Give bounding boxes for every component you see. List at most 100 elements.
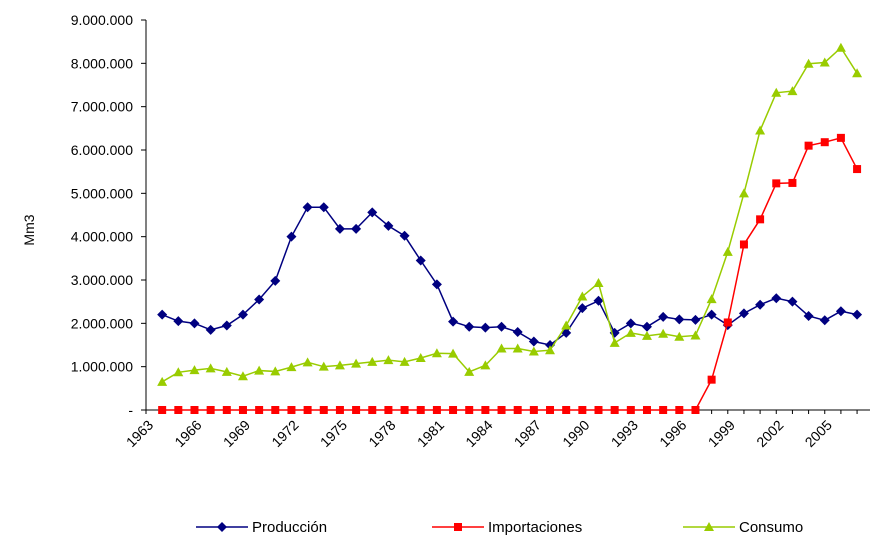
y-axis-label: Mm3	[21, 214, 37, 245]
x-tick-label: 1984	[462, 417, 495, 450]
data-point	[497, 406, 506, 414]
data-point	[480, 322, 491, 333]
data-point	[157, 376, 168, 386]
data-point	[788, 178, 797, 187]
legend: Producción Importaciones Consumo	[0, 515, 872, 539]
data-point	[158, 406, 167, 414]
data-point	[205, 363, 216, 373]
series-square	[158, 133, 862, 414]
y-tick-label: 2.000.000	[71, 315, 133, 331]
y-tick-label: 1.000.000	[71, 359, 133, 375]
data-point	[415, 255, 426, 266]
data-point	[237, 371, 248, 381]
data-point	[352, 406, 361, 414]
data-point	[625, 327, 636, 337]
data-point	[271, 406, 280, 414]
y-tick-label: -	[128, 402, 133, 418]
data-point	[512, 343, 523, 353]
data-point	[286, 362, 297, 372]
legend-marker	[704, 522, 714, 531]
y-tick-label: 5.000.000	[71, 185, 133, 201]
data-point	[853, 165, 862, 174]
data-point	[512, 327, 523, 337]
data-point	[787, 86, 798, 96]
legend-label: Producción	[252, 518, 328, 536]
data-point	[772, 179, 781, 188]
data-point	[351, 223, 362, 234]
series-triangle	[157, 42, 863, 386]
data-point	[675, 406, 684, 414]
data-point	[659, 406, 668, 414]
data-point	[302, 357, 313, 367]
data-point	[528, 336, 539, 347]
legend-swatch	[683, 522, 735, 531]
x-tick-label: 1990	[559, 417, 592, 450]
x-tick-label: 1996	[656, 417, 689, 450]
data-point	[706, 309, 717, 320]
data-point	[431, 279, 442, 290]
legend-swatch	[432, 523, 484, 531]
data-point	[528, 346, 539, 356]
data-point	[464, 366, 475, 376]
data-point	[804, 141, 813, 150]
data-point	[431, 348, 442, 358]
series-line	[161, 206, 858, 346]
legend-item: Importaciones	[432, 515, 582, 539]
data-point	[594, 406, 603, 414]
data-point	[287, 406, 296, 414]
data-point	[609, 337, 620, 347]
data-point	[449, 406, 458, 414]
data-point	[706, 294, 717, 304]
data-point	[465, 406, 474, 414]
data-point	[690, 330, 701, 340]
line-chart: - 1.000.000 2.000.000 3.000.000 4.000.000 5.0…	[21, 12, 870, 450]
data-point	[190, 406, 199, 414]
data-point	[674, 331, 685, 341]
x-tick-label: 1993	[608, 417, 641, 450]
data-point	[270, 275, 281, 286]
data-point	[205, 324, 216, 335]
legend-marker	[454, 523, 462, 531]
data-point	[641, 321, 652, 332]
data-point	[529, 406, 538, 414]
data-point	[722, 246, 733, 256]
data-point	[496, 321, 507, 332]
data-point	[399, 230, 410, 241]
x-tick-label: 1987	[511, 417, 544, 450]
data-point	[237, 309, 248, 320]
data-point	[221, 320, 232, 331]
x-tick-label: 1969	[220, 417, 253, 450]
data-point	[852, 68, 863, 78]
legend-swatch	[196, 522, 248, 532]
x-tick-label: 2002	[753, 417, 786, 450]
data-point	[803, 310, 814, 321]
data-point	[302, 202, 313, 213]
data-point	[755, 299, 766, 310]
data-point	[254, 365, 265, 375]
data-point	[707, 375, 716, 384]
x-tick-label: 1963	[123, 417, 156, 450]
legend-item: Consumo	[683, 515, 803, 539]
data-point	[334, 360, 345, 370]
y-tick-label: 3.000.000	[71, 272, 133, 288]
series-line	[161, 46, 858, 383]
data-point	[803, 58, 814, 68]
x-tick-label: 1972	[268, 417, 301, 450]
x-tick-label: 1975	[317, 417, 350, 450]
series-layer	[157, 42, 863, 414]
data-point	[367, 207, 378, 218]
legend-label: Consumo	[739, 518, 804, 536]
data-point	[173, 316, 184, 327]
data-point	[819, 57, 830, 67]
data-point	[367, 356, 378, 366]
data-point	[351, 358, 362, 368]
data-point	[771, 87, 782, 97]
data-point	[496, 343, 507, 353]
data-point	[448, 348, 459, 358]
data-point	[642, 406, 651, 414]
data-point	[270, 366, 281, 376]
data-point	[384, 406, 393, 414]
data-point	[836, 133, 845, 142]
data-point	[835, 306, 846, 317]
data-point	[738, 308, 749, 319]
